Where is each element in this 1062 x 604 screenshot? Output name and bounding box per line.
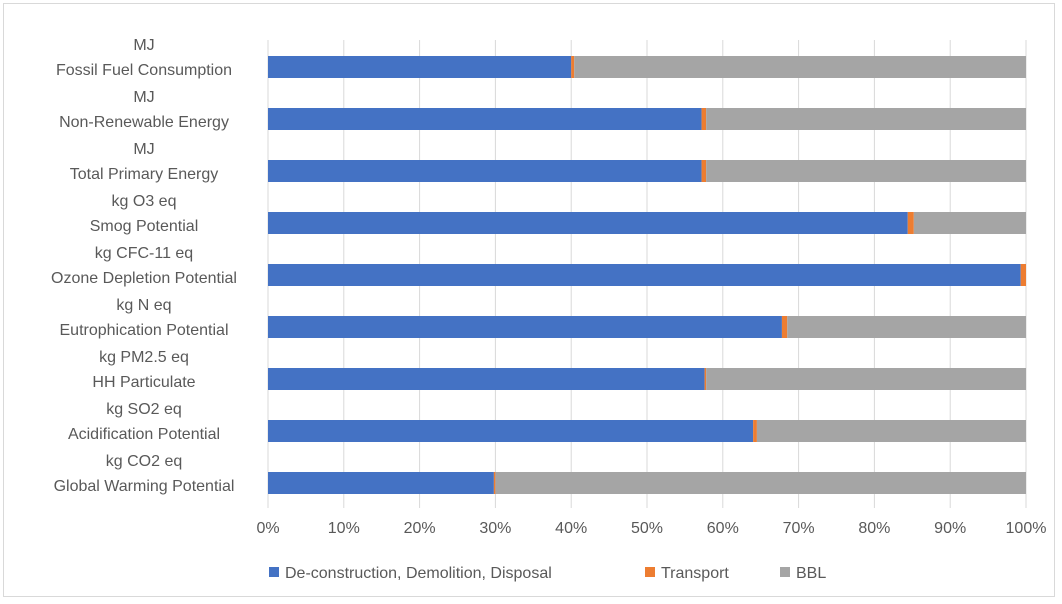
bar-segment	[701, 160, 707, 182]
bar-segment	[704, 368, 707, 390]
category-label: MJ Total Primary Energy	[70, 141, 219, 183]
category-name: Total Primary Energy	[70, 166, 219, 183]
legend: De-construction, Demolition, Disposal Tra…	[269, 565, 826, 582]
bar-segment	[781, 316, 788, 338]
legend-label: De-construction, Demolition, Disposal	[285, 565, 552, 582]
category-unit: MJ	[133, 141, 154, 158]
x-tick-label: 70%	[783, 520, 815, 537]
category-name: Acidification Potential	[68, 426, 220, 443]
bar-segment	[706, 368, 1026, 390]
category-name: Global Warming Potential	[54, 478, 235, 495]
category-name: Ozone Depletion Potential	[51, 270, 237, 287]
category-label: kg CO2 eq Global Warming Potential	[54, 453, 235, 495]
x-tick-label: 100%	[1006, 520, 1047, 537]
bar-segment	[787, 316, 1026, 338]
category-name: HH Particulate	[92, 374, 195, 391]
x-tick-label: 50%	[631, 520, 663, 537]
bar-segment	[913, 212, 1026, 234]
bar-segment	[493, 472, 496, 494]
category-unit: kg N eq	[116, 297, 171, 314]
bar-segment	[268, 160, 702, 182]
category-label: kg SO2 eq Acidification Potential	[68, 401, 220, 443]
x-tick-label: 30%	[479, 520, 511, 537]
category-label: kg CFC-11 eq Ozone Depletion Potential	[51, 245, 237, 287]
category-label: kg PM2.5 eq HH Particulate	[92, 349, 195, 391]
chart-frame: MJ Fossil Fuel Consumption MJ Non-Renewable…	[3, 3, 1055, 597]
category-unit: kg SO2 eq	[106, 401, 182, 418]
bar-segment	[571, 56, 575, 78]
bar-segment	[1020, 264, 1026, 286]
bar-segment	[268, 108, 702, 130]
bar-segment	[268, 264, 1021, 286]
bar-segment	[268, 472, 494, 494]
bar-segment	[268, 56, 572, 78]
x-tick-label: 40%	[555, 520, 587, 537]
category-label: kg N eq Eutrophication Potential	[60, 297, 229, 339]
bar-segment	[907, 212, 914, 234]
category-unit: kg O3 eq	[112, 193, 177, 210]
stacked-bar-chart: MJ Fossil Fuel Consumption MJ Non-Renewable…	[51, 37, 1046, 582]
legend-swatch	[780, 567, 790, 577]
x-tick-label: 60%	[707, 520, 739, 537]
category-label: MJ Non-Renewable Energy	[59, 89, 229, 131]
bar-segment	[701, 108, 707, 130]
x-tick-label: 90%	[934, 520, 966, 537]
x-tick-label: 20%	[404, 520, 436, 537]
bar-segment	[753, 420, 757, 442]
category-unit: kg PM2.5 eq	[99, 349, 189, 366]
bar-segment	[268, 316, 782, 338]
legend-swatch	[269, 567, 279, 577]
category-unit: MJ	[133, 37, 154, 54]
bar-segment	[268, 368, 705, 390]
bar-segment	[495, 472, 1026, 494]
legend-entry: De-construction, Demolition, Disposal	[269, 565, 552, 582]
bar-segment	[574, 56, 1026, 78]
category-name: Smog Potential	[90, 218, 199, 235]
x-tick-label: 10%	[328, 520, 360, 537]
category-unit: kg CO2 eq	[106, 453, 182, 470]
legend-entry: Transport	[645, 565, 729, 582]
category-unit: kg CFC-11 eq	[95, 245, 193, 262]
legend-label: BBL	[796, 565, 826, 582]
bar-segment	[756, 420, 1026, 442]
bar-segment	[268, 212, 908, 234]
x-tick-label: 80%	[858, 520, 890, 537]
legend-entry: BBL	[780, 565, 826, 582]
x-axis-ticks: 0% 10% 20% 30% 40% 50% 60% 70% 80% 90% 100%	[256, 520, 1046, 537]
bar-segment	[706, 160, 1026, 182]
x-tick-label: 0%	[256, 520, 279, 537]
legend-label: Transport	[661, 565, 729, 582]
category-unit: MJ	[133, 89, 154, 106]
bar-segment	[706, 108, 1026, 130]
category-name: Fossil Fuel Consumption	[56, 62, 232, 79]
category-label: kg O3 eq Smog Potential	[90, 193, 199, 235]
category-name: Eutrophication Potential	[60, 322, 229, 339]
category-name: Non-Renewable Energy	[59, 114, 229, 131]
bar-segment	[268, 420, 754, 442]
category-label: MJ Fossil Fuel Consumption	[56, 37, 232, 79]
legend-swatch	[645, 567, 655, 577]
category-labels: MJ Fossil Fuel Consumption MJ Non-Renewable…	[51, 37, 237, 495]
bars	[268, 56, 1026, 494]
